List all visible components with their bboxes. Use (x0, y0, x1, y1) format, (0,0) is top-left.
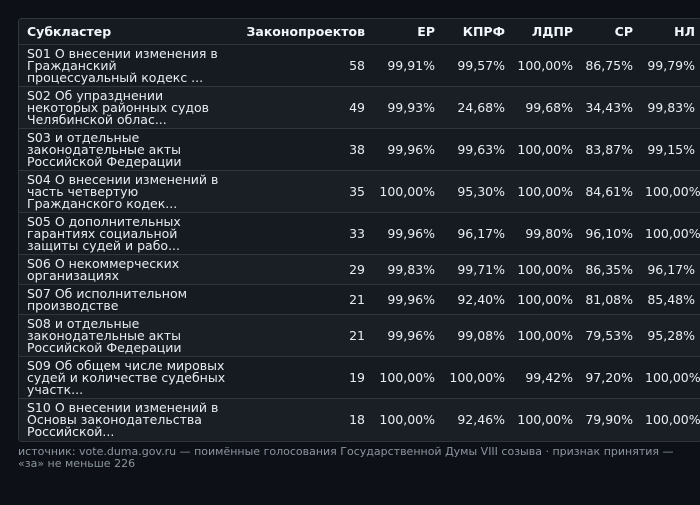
table-container: Субкластер Законопроектов ЕР КПРФ ЛДПР С… (18, 18, 700, 470)
table-row: S01 О внесении изменения в Гражданский п… (19, 45, 700, 87)
subcluster-name-cell: S08 и отдельные законодательные акты Рос… (19, 315, 231, 357)
subcluster-name-cell: S09 Об общем числе мировых судей и колич… (19, 357, 231, 399)
sr-cell: 83,87% (579, 129, 639, 171)
er-cell: 100,00% (371, 399, 441, 441)
subcluster-name-cell: S01 О внесении изменения в Гражданский п… (19, 45, 231, 87)
sr-cell: 86,35% (579, 255, 639, 285)
ldpr-cell: 100,00% (511, 399, 579, 441)
sr-cell: 81,08% (579, 285, 639, 315)
ldpr-cell: 100,00% (511, 285, 579, 315)
ldpr-cell: 100,00% (511, 171, 579, 213)
bill-count-cell: 58 (231, 45, 371, 87)
nl-cell: 95,28% (639, 315, 700, 357)
er-cell: 100,00% (371, 171, 441, 213)
table-row: S05 О дополнительных гарантиях социально… (19, 213, 700, 255)
sr-cell: 86,75% (579, 45, 639, 87)
er-cell: 99,96% (371, 315, 441, 357)
nl-cell: 99,83% (639, 87, 700, 129)
sr-cell: 79,53% (579, 315, 639, 357)
kprf-cell: 99,63% (441, 129, 511, 171)
ldpr-cell: 100,00% (511, 315, 579, 357)
subcluster-name-cell: S04 О внесении изменений в часть четверт… (19, 171, 231, 213)
nl-cell: 100,00% (639, 213, 700, 255)
bill-count-cell: 18 (231, 399, 371, 441)
subcluster-name-cell: S10 О внесении изменений в Основы законо… (19, 399, 231, 441)
sr-cell: 97,20% (579, 357, 639, 399)
bill-count-cell: 19 (231, 357, 371, 399)
er-cell: 99,93% (371, 87, 441, 129)
ldpr-cell: 99,42% (511, 357, 579, 399)
table-row: S10 О внесении изменений в Основы законо… (19, 399, 700, 441)
nl-cell: 99,15% (639, 129, 700, 171)
bill-count-cell: 38 (231, 129, 371, 171)
er-cell: 99,83% (371, 255, 441, 285)
kprf-cell: 96,17% (441, 213, 511, 255)
header-nl: НЛ (639, 19, 700, 45)
kprf-cell: 24,68% (441, 87, 511, 129)
bill-count-cell: 21 (231, 285, 371, 315)
header-subcluster: Субкластер (19, 19, 231, 45)
sr-cell: 96,10% (579, 213, 639, 255)
table-row: S03 и отдельные законодательные акты Рос… (19, 129, 700, 171)
kprf-cell: 95,30% (441, 171, 511, 213)
source-note: источник: vote.duma.gov.ru — поимённые г… (18, 445, 674, 470)
bill-count-cell: 49 (231, 87, 371, 129)
nl-cell: 99,79% (639, 45, 700, 87)
subcluster-name-cell: S03 и отдельные законодательные акты Рос… (19, 129, 231, 171)
bill-count-cell: 35 (231, 171, 371, 213)
nl-cell: 96,17% (639, 255, 700, 285)
ldpr-cell: 100,00% (511, 45, 579, 87)
table-row: S08 и отдельные законодательные акты Рос… (19, 315, 700, 357)
subcluster-name-cell: S05 О дополнительных гарантиях социально… (19, 213, 231, 255)
table-row: S09 Об общем числе мировых судей и колич… (19, 357, 700, 399)
nl-cell: 100,00% (639, 399, 700, 441)
kprf-cell: 99,57% (441, 45, 511, 87)
table-row: S07 Об исполнительном производстве 21 99,9… (19, 285, 700, 315)
table-row: S06 О некоммерческих организациях 29 99,83… (19, 255, 700, 285)
sr-cell: 34,43% (579, 87, 639, 129)
ldpr-cell: 99,68% (511, 87, 579, 129)
bill-count-cell: 21 (231, 315, 371, 357)
header-er: ЕР (371, 19, 441, 45)
subcluster-name-cell: S07 Об исполнительном производстве (19, 285, 231, 315)
nl-cell: 100,00% (639, 357, 700, 399)
ldpr-cell: 100,00% (511, 255, 579, 285)
kprf-cell: 92,40% (441, 285, 511, 315)
kprf-cell: 99,08% (441, 315, 511, 357)
bill-count-cell: 29 (231, 255, 371, 285)
ldpr-cell: 99,80% (511, 213, 579, 255)
header-bills: Законопроектов (231, 19, 371, 45)
bill-count-cell: 33 (231, 213, 371, 255)
table-header-row: Субкластер Законопроектов ЕР КПРФ ЛДПР С… (19, 19, 700, 45)
er-cell: 99,96% (371, 129, 441, 171)
er-cell: 99,91% (371, 45, 441, 87)
header-kprf: КПРФ (441, 19, 511, 45)
header-ldpr: ЛДПР (511, 19, 579, 45)
table-row: S02 Об упразднении некоторых районных су… (19, 87, 700, 129)
er-cell: 99,96% (371, 285, 441, 315)
subcluster-name-cell: S06 О некоммерческих организациях (19, 255, 231, 285)
kprf-cell: 92,46% (441, 399, 511, 441)
subcluster-name-cell: S02 Об упразднении некоторых районных су… (19, 87, 231, 129)
nl-cell: 100,00% (639, 171, 700, 213)
sr-cell: 84,61% (579, 171, 639, 213)
nl-cell: 85,48% (639, 285, 700, 315)
ldpr-cell: 100,00% (511, 129, 579, 171)
er-cell: 99,96% (371, 213, 441, 255)
kprf-cell: 100,00% (441, 357, 511, 399)
votes-table: Субкластер Законопроектов ЕР КПРФ ЛДПР С… (18, 18, 700, 442)
kprf-cell: 99,71% (441, 255, 511, 285)
er-cell: 100,00% (371, 357, 441, 399)
header-sr: СР (579, 19, 639, 45)
sr-cell: 79,90% (579, 399, 639, 441)
table-row: S04 О внесении изменений в часть четверт… (19, 171, 700, 213)
